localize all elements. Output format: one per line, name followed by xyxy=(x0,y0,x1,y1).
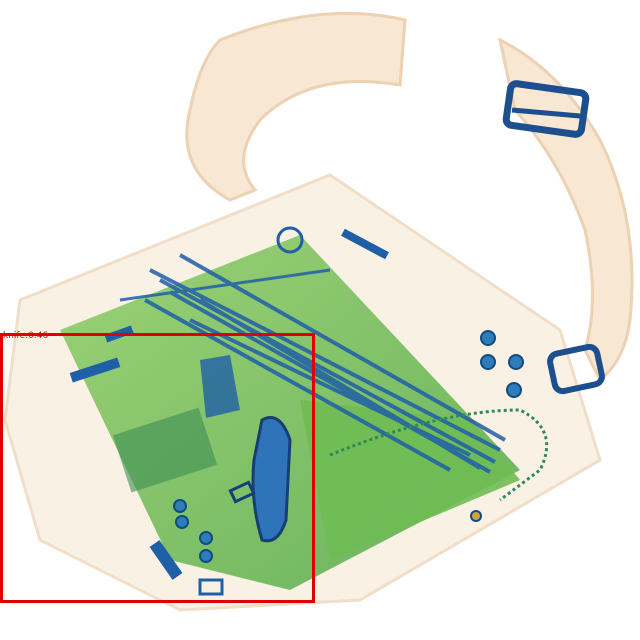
metal-rods xyxy=(119,253,506,474)
detection-box xyxy=(0,333,315,603)
strap-buckle-right xyxy=(547,343,605,395)
detection-label: knife:0.46 xyxy=(3,331,49,341)
strap-buckle-top xyxy=(502,80,590,138)
knife-object xyxy=(200,355,292,543)
metal-fittings xyxy=(173,330,524,563)
